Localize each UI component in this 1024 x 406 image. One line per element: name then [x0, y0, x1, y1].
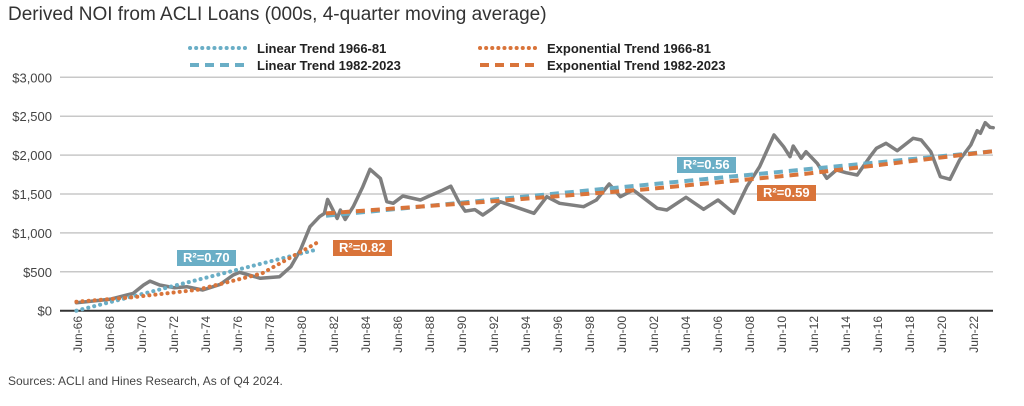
x-tick-label: Jun-88	[423, 316, 437, 353]
x-tick-label: Jun-00	[615, 316, 629, 353]
x-tick-label: Jun-06	[711, 316, 725, 353]
x-tick-label: Jun-86	[391, 316, 405, 353]
x-tick-label: Jun-96	[551, 316, 565, 353]
x-tick-label: Jun-84	[359, 316, 373, 353]
y-tick-label: $3,000	[12, 70, 52, 85]
trend-line	[325, 149, 994, 216]
trend-line	[74, 247, 320, 313]
y-tick-label: $1,000	[12, 226, 52, 241]
r2-label-exp-1966-81: R²=0.82	[333, 240, 392, 256]
trend-line	[74, 240, 320, 304]
x-tick-label: Jun-22	[967, 316, 981, 353]
source-note: Sources: ACLI and Hines Research, As of …	[8, 374, 283, 388]
x-tick-label: Jun-98	[583, 316, 597, 353]
x-tick-label: Jun-74	[199, 316, 213, 353]
x-tick-label: Jun-02	[647, 316, 661, 353]
trend-line	[325, 149, 994, 218]
x-tick-label: Jun-90	[455, 316, 469, 353]
y-tick-label: $2,500	[12, 109, 52, 124]
x-tick-label: Jun-68	[103, 316, 117, 353]
chart-title: Derived NOI from ACLI Loans (000s, 4-qua…	[8, 4, 547, 25]
x-tick-label: Jun-10	[775, 316, 789, 353]
x-tick-label: Jun-04	[679, 316, 693, 353]
r2-label-linear-1966-81: R²=0.70	[177, 250, 236, 266]
legend-label: Linear Trend 1966-81	[257, 41, 386, 56]
legend-label: Exponential Trend 1966-81	[547, 41, 711, 56]
x-tick-label: Jun-70	[135, 316, 149, 353]
x-tick-label: Jun-66	[71, 316, 85, 353]
legend-label: Linear Trend 1982-2023	[257, 58, 401, 73]
x-tick-label: Jun-72	[167, 316, 181, 353]
x-tick-label: Jun-78	[263, 316, 277, 353]
legend-label: Exponential Trend 1982-2023	[547, 58, 725, 73]
x-tick-label: Jun-94	[519, 316, 533, 353]
x-tick-label: Jun-76	[231, 316, 245, 353]
x-tick-label: Jun-16	[871, 316, 885, 353]
r2-label-exp-1982-2023: R²=0.59	[757, 185, 816, 201]
x-tick-label: Jun-80	[295, 316, 309, 353]
y-tick-label: $0	[38, 304, 52, 319]
x-tick-label: Jun-14	[839, 316, 853, 353]
x-tick-label: Jun-82	[327, 316, 341, 353]
noi-series-line	[74, 120, 995, 305]
x-tick-label: Jun-92	[487, 316, 501, 353]
y-tick-label: $1,500	[12, 187, 52, 202]
y-tick-label: $500	[23, 265, 52, 280]
x-tick-label: Jun-20	[935, 316, 949, 353]
x-tick-label: Jun-12	[807, 316, 821, 353]
y-tick-label: $2,000	[12, 148, 52, 163]
x-tick-label: Jun-08	[743, 316, 757, 353]
r2-label-linear-1982-2023: R²=0.56	[677, 157, 736, 173]
x-tick-label: Jun-18	[903, 316, 917, 353]
